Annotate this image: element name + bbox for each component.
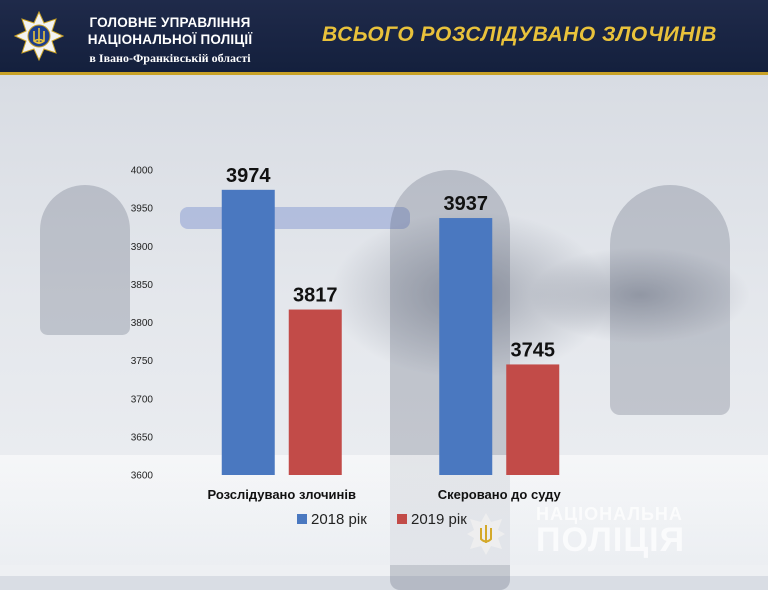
bars <box>221 189 560 475</box>
org-name-line1: ГОЛОВНЕ УПРАВЛІННЯ <box>89 15 251 30</box>
category-label: Скеровано до суду <box>438 487 562 502</box>
y-tick-label: 3600 <box>131 471 154 482</box>
category-labels: Розслідувано злочинів Скеровано до суду <box>208 487 562 502</box>
y-tick-label: 3750 <box>131 356 154 367</box>
org-name-line2: НАЦІОНАЛЬНОЇ ПОЛІЦІЇ <box>87 32 253 47</box>
data-label: 3937 <box>444 193 489 215</box>
legend-entry: 2019 рік <box>411 511 467 528</box>
bar-chart: 3600 3650 3700 3750 3800 3850 3900 3950 4000 397… <box>131 165 562 528</box>
data-label: 3817 <box>293 285 338 307</box>
org-region: в Івано-Франківській області <box>89 51 251 65</box>
legend-swatch <box>397 514 407 524</box>
header-banner: ГОЛОВНЕ УПРАВЛІННЯ НАЦІОНАЛЬНОЇ ПОЛІЦІЇ … <box>0 0 768 75</box>
police-star-badge-icon <box>14 11 64 61</box>
category-label: Розслідувано злочинів <box>208 487 356 502</box>
background-officer <box>40 185 130 335</box>
y-tick-label: 3650 <box>131 432 154 443</box>
y-tick-label: 4000 <box>131 166 154 177</box>
data-labels: 3974 3817 3937 3745 <box>226 165 555 362</box>
legend-entry: 2018 рік <box>311 511 367 528</box>
y-tick-label: 3850 <box>131 280 154 291</box>
bar <box>506 364 560 475</box>
page-title: ВСЬОГО РОЗСЛІДУВАНО ЗЛОЧИНІВ <box>322 23 717 46</box>
trident-emblem-icon <box>467 513 505 555</box>
legend-swatch <box>297 514 307 524</box>
legend: 2018 рік 2019 рік <box>297 511 467 528</box>
bar <box>288 309 342 475</box>
y-tick-label: 3700 <box>131 394 154 405</box>
watermark: НАЦІОНАЛЬНА ПОЛІЦІЯ <box>536 504 736 560</box>
watermark-line2: ПОЛІЦІЯ <box>536 521 686 559</box>
bar <box>221 189 275 475</box>
y-tick-label: 3950 <box>131 204 154 215</box>
bar <box>439 218 493 475</box>
data-label: 3745 <box>511 339 556 361</box>
y-tick-label: 3900 <box>131 242 154 253</box>
y-tick-label: 3800 <box>131 318 154 329</box>
background-officer <box>610 185 730 415</box>
y-axis: 3600 3650 3700 3750 3800 3850 3900 3950 4000 <box>131 166 154 482</box>
data-label: 3974 <box>226 165 271 187</box>
watermark-line1: НАЦІОНАЛЬНА <box>536 504 683 524</box>
background-car <box>0 455 768 565</box>
